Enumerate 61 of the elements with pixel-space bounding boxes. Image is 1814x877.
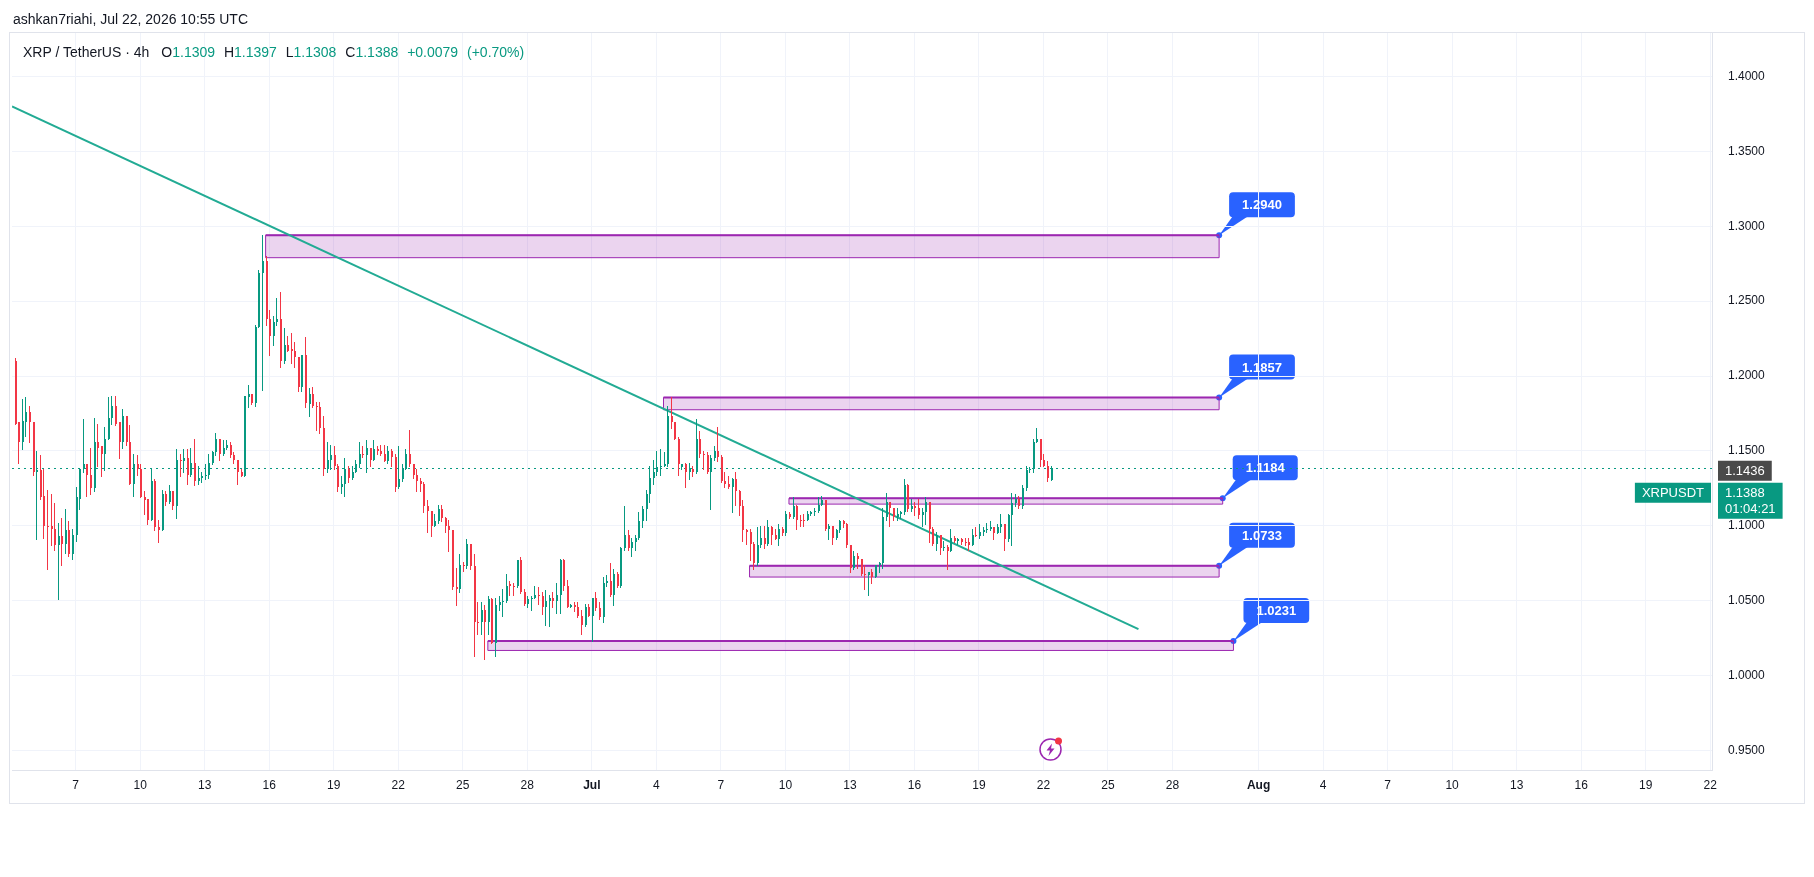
candlestick [47, 490, 49, 570]
x-tick-label: 7 [1384, 777, 1392, 792]
x-tick-label: 16 [262, 777, 277, 792]
x-tick-label: 28 [520, 777, 535, 792]
y-tick-label: 1.0000 [1728, 667, 1766, 682]
x-tick-label: Jul [583, 777, 601, 792]
text: 1.1436 [1725, 463, 1765, 479]
x-tick-label: 13 [843, 777, 857, 792]
y-tick-label: 0.9500 [1728, 742, 1766, 757]
x-tick-label: 7 [72, 777, 80, 792]
x-tick-label: 19 [1639, 777, 1653, 792]
candlestick [262, 235, 264, 391]
candlestick [291, 333, 293, 364]
candlestick [316, 402, 318, 431]
x-tick-label: 22 [391, 777, 406, 792]
text: O1.1309 H1.1397 L1.1308 C1.1388 +0.0079 (+0.70%) [161, 44, 525, 60]
y-tick-label: 1.2500 [1728, 293, 1766, 308]
candlestick [800, 515, 802, 527]
text: ashkan7riahi, Jul 22, 2026 10:55 UTC [13, 11, 249, 28]
x-tick-label: 22 [1703, 777, 1718, 792]
y-tick-label: 1.3500 [1728, 143, 1766, 158]
candlestick [703, 451, 705, 470]
x-tick-label: 10 [778, 777, 793, 792]
candlestick [975, 527, 977, 537]
y-tick-label: 1.4000 [1728, 68, 1766, 83]
x-tick-label: 25 [456, 777, 470, 792]
x-tick-label: 10 [1445, 777, 1460, 792]
x-tick-label: 4 [652, 777, 660, 792]
x-tick-label: 25 [1101, 777, 1115, 792]
x-tick-label: 7 [717, 777, 725, 792]
x-tick-label: 28 [1165, 777, 1180, 792]
candlestick [803, 514, 805, 527]
candlestick [180, 454, 182, 477]
annotation: XRPUSDT [1641, 485, 1705, 501]
candlestick [986, 523, 988, 533]
candlestick [538, 587, 540, 605]
candlestick [513, 583, 515, 596]
x-tick-label: 13 [1509, 777, 1524, 792]
candlestick [463, 562, 465, 572]
x-tick-label: 4 [1319, 777, 1327, 792]
x-tick-label: 10 [133, 777, 148, 792]
candlestick [362, 446, 364, 458]
y-tick-label: 1.3000 [1728, 218, 1766, 233]
candlestick [456, 568, 458, 606]
x-tick-label: Aug [1246, 777, 1271, 792]
y-tick-label: 1.2000 [1728, 368, 1766, 383]
y-tick-label: 1.1500 [1728, 443, 1766, 458]
x-tick-label: 19 [327, 777, 341, 792]
x-tick-label: 13 [197, 777, 212, 792]
y-tick-label: 1.1000 [1728, 518, 1766, 533]
candlestick [502, 589, 504, 617]
y-tick-label: 1.0500 [1728, 593, 1766, 608]
x-tick-label: 16 [1574, 777, 1589, 792]
x-tick-label: 22 [1036, 777, 1051, 792]
text: XRP / TetherUS · 4h [23, 44, 150, 60]
x-tick-label: 16 [907, 777, 922, 792]
x-tick-label: 19 [972, 777, 986, 792]
text: 01:04:21 [1725, 501, 1776, 517]
candlestick [943, 541, 945, 551]
candlestick [549, 595, 551, 627]
ref-line-label: 1.1388 [1725, 485, 1765, 501]
